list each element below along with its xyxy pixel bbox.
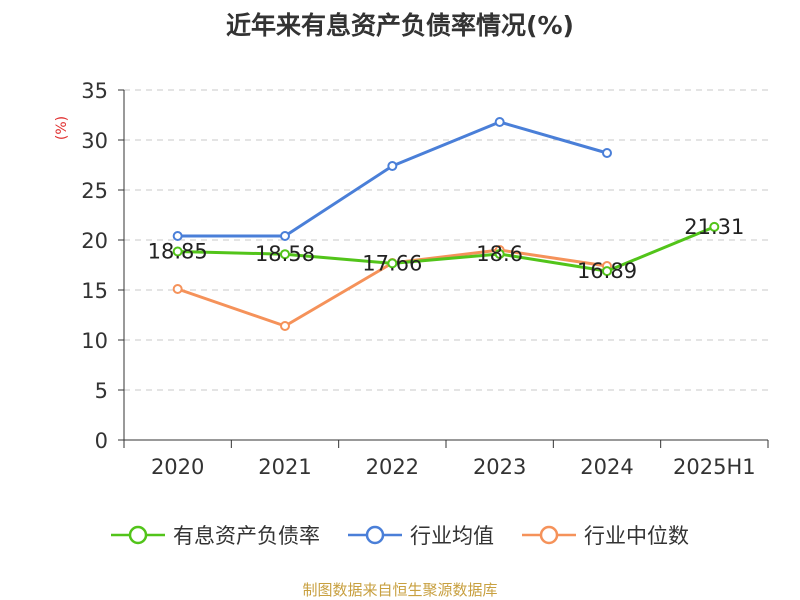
series-lines [172, 117, 720, 331]
grid-lines [124, 89, 768, 391]
series-line [177, 120, 608, 238]
data-point [172, 246, 183, 257]
legend-marker-green [111, 525, 165, 545]
y-tick-label: 20 [81, 229, 108, 253]
series-line [177, 225, 715, 273]
data-label: 18.6 [476, 242, 523, 266]
data-point [602, 148, 612, 158]
x-tick-label: 2021 [258, 455, 311, 479]
data-point [280, 321, 290, 331]
legend-label: 有息资产负债率 [173, 524, 320, 548]
x-tick-label: 2023 [473, 455, 526, 479]
legend: 有息资产负债率 行业均值 行业中位数 [0, 520, 800, 550]
source-note: 制图数据来自恒生聚源数据库 [302, 581, 498, 599]
data-point [280, 231, 290, 241]
data-label: 18.85 [148, 240, 208, 264]
y-tick-label: 10 [81, 329, 108, 353]
data-labels: 18.85 18.58 17.66 18.6 16.89 21.31 [148, 215, 745, 283]
x-tick-label: 2022 [366, 455, 419, 479]
legend-item-industry-mean[interactable]: 行业均值 [348, 520, 494, 550]
data-point [602, 266, 612, 277]
legend-item-industry-median[interactable]: 行业中位数 [522, 520, 689, 550]
y-tick-label: 25 [81, 179, 108, 203]
legend-marker-blue [348, 525, 402, 545]
y-tick-label: 30 [81, 129, 108, 153]
data-label: 16.89 [577, 259, 637, 283]
x-tick-label: 2025H1 [673, 455, 756, 479]
data-point [387, 258, 398, 269]
x-tick-label: 2020 [151, 455, 204, 479]
data-label: 18.58 [255, 242, 315, 266]
legend-label: 行业均值 [410, 524, 494, 548]
data-point [709, 221, 720, 232]
y-tick-label: 0 [95, 429, 108, 453]
legend-item-interest-bearing-debt-ratio[interactable]: 有息资产负债率 [111, 520, 320, 550]
data-point [172, 284, 183, 294]
data-point [494, 249, 505, 259]
legend-marker-orange [522, 525, 576, 545]
data-label: 17.66 [362, 251, 422, 275]
chart-title: 近年来有息资产负债率情况(%) [226, 11, 574, 40]
data-point [387, 161, 398, 171]
y-tick-label: 35 [81, 79, 108, 103]
y-tick-label: 15 [81, 279, 108, 303]
data-point [494, 117, 505, 127]
x-tick-label: 2024 [580, 455, 633, 479]
data-point [280, 249, 290, 260]
legend-label: 行业中位数 [584, 524, 689, 548]
data-point [172, 231, 183, 241]
data-label: 21.31 [684, 215, 744, 239]
axes: 0 5 10 15 20 25 30 35 2020 2021 2022 2023 2024 2025H1 [81, 79, 769, 479]
y-tick-label: 5 [95, 379, 108, 403]
